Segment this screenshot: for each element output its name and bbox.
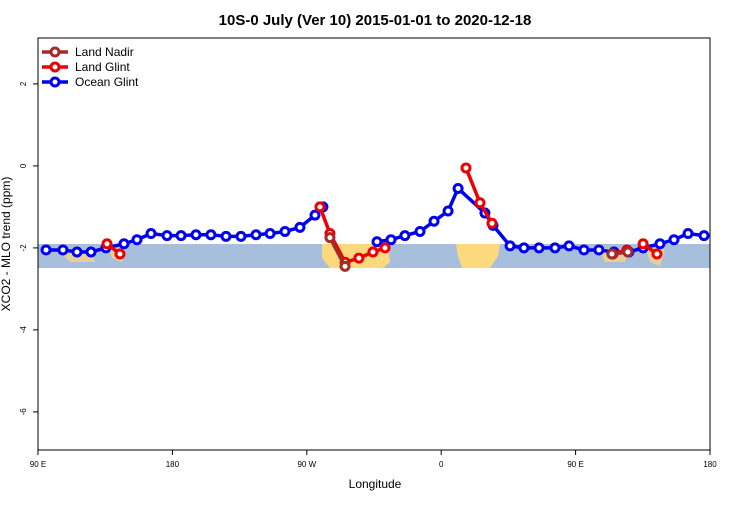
point xyxy=(371,236,383,248)
plot-frame xyxy=(37,37,711,451)
y-tick-label: 2 xyxy=(19,81,28,86)
x-tick-label: 90 E xyxy=(30,460,46,469)
point xyxy=(205,229,217,241)
point xyxy=(578,244,590,256)
point xyxy=(682,228,694,240)
point xyxy=(385,234,397,246)
point xyxy=(220,230,232,242)
legend-swatch-point xyxy=(49,76,61,88)
point xyxy=(175,230,187,242)
point xyxy=(414,225,426,237)
legend-label: Land Glint xyxy=(75,60,130,74)
point xyxy=(698,230,710,242)
point xyxy=(71,246,83,258)
legend-swatch-point xyxy=(49,61,61,73)
point xyxy=(442,205,454,217)
point xyxy=(606,248,618,260)
point xyxy=(145,228,157,240)
legend-swatch-point xyxy=(49,46,61,58)
point xyxy=(57,244,69,256)
x-tick-label: 180 xyxy=(703,460,717,469)
point xyxy=(40,244,52,256)
point xyxy=(622,246,634,258)
y-tick-label: -6 xyxy=(19,408,28,416)
x-axis-label: Longitude xyxy=(349,477,402,491)
point xyxy=(399,230,411,242)
point xyxy=(101,238,113,250)
point xyxy=(549,242,561,254)
y-axis-label: XCO2 - MLO trend (ppm) xyxy=(0,177,13,312)
point xyxy=(118,238,130,250)
point xyxy=(114,248,126,260)
chart-title: 10S-0 July (Ver 10) 2015-01-01 to 2020-1… xyxy=(219,12,532,29)
x-tick-label: 180 xyxy=(166,460,180,469)
x-tick-label: 0 xyxy=(439,460,444,469)
point xyxy=(654,238,666,250)
point xyxy=(367,246,379,258)
legend-label: Ocean Glint xyxy=(75,75,139,89)
x-tick-label: 90 E xyxy=(567,460,583,469)
point xyxy=(250,229,262,241)
point xyxy=(460,162,472,174)
point xyxy=(235,230,247,242)
point xyxy=(190,229,202,241)
y-tick-label: 0 xyxy=(19,163,28,168)
point xyxy=(324,232,336,244)
point xyxy=(131,234,143,246)
point xyxy=(339,260,351,272)
point xyxy=(533,242,545,254)
point xyxy=(264,228,276,240)
point xyxy=(279,225,291,237)
point xyxy=(504,240,516,252)
legend-label: Land Nadir xyxy=(75,45,134,59)
point xyxy=(452,182,464,194)
point xyxy=(563,240,575,252)
point xyxy=(651,248,663,260)
point xyxy=(314,201,326,213)
land-patch xyxy=(456,244,500,268)
point xyxy=(518,242,530,254)
y-tick-label: -2 xyxy=(19,244,28,252)
point xyxy=(428,215,440,227)
point xyxy=(161,230,173,242)
point xyxy=(309,209,321,221)
point xyxy=(486,217,498,229)
point xyxy=(85,246,97,258)
point xyxy=(353,252,365,264)
point xyxy=(593,244,605,256)
point xyxy=(668,234,680,246)
point xyxy=(379,242,391,254)
y-tick-label: -4 xyxy=(19,326,28,334)
point xyxy=(294,221,306,233)
point xyxy=(637,238,649,250)
point xyxy=(474,197,486,209)
x-tick-label: 90 W xyxy=(297,460,316,469)
